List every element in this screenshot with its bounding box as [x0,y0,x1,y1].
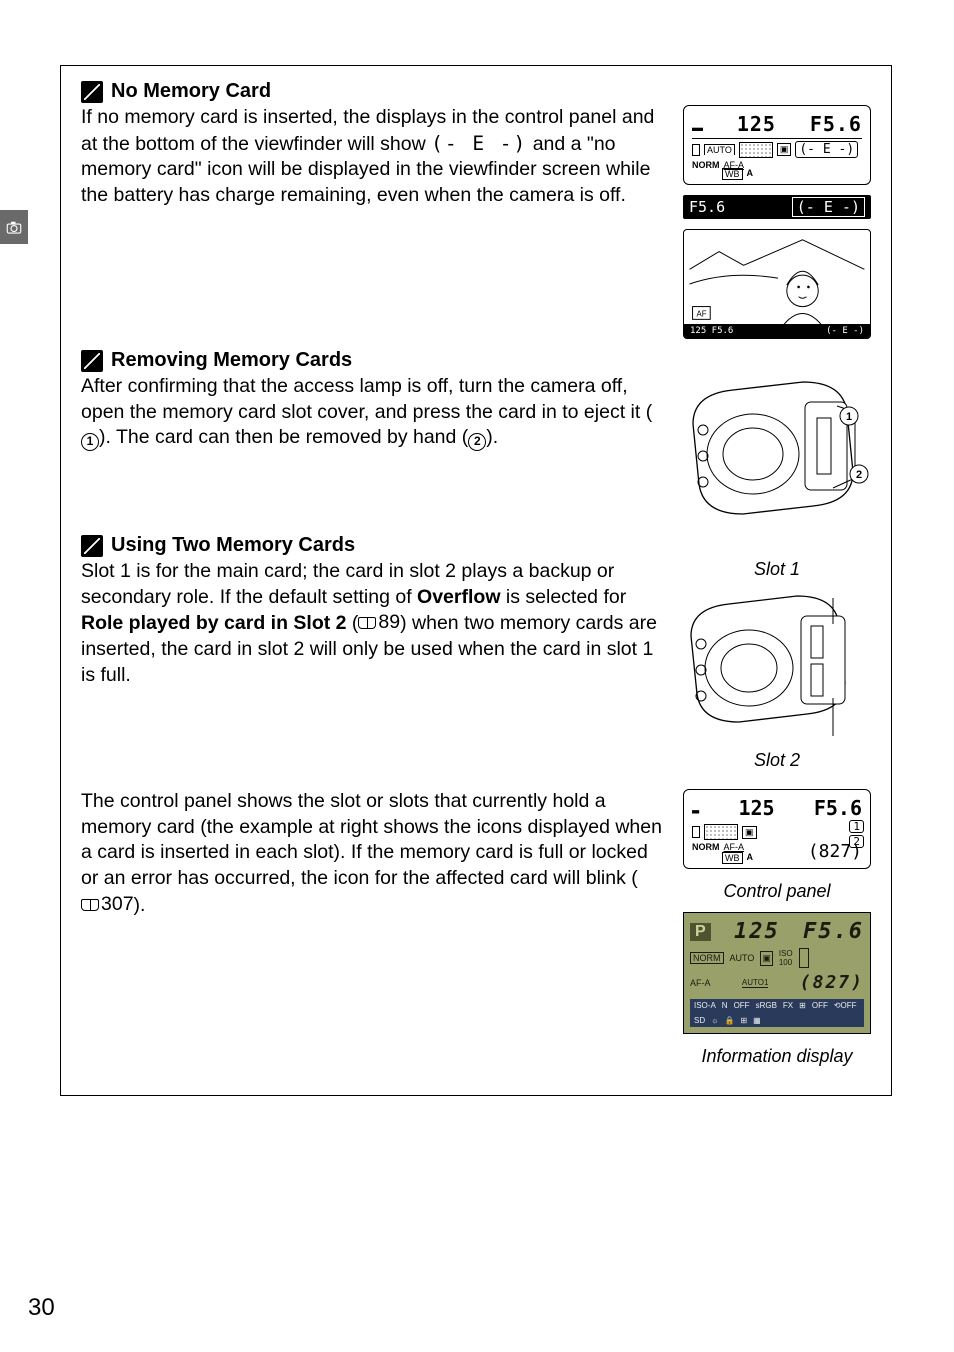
removing-figure: 1 2 [683,374,871,524]
frame-count: (- E -) [795,141,858,158]
wb-label: WB [722,168,743,180]
frame-count: (827) [808,841,862,862]
text: is selected for [500,586,626,608]
removing-body: After confirming that the access lamp is… [81,374,667,451]
page-frame: No Memory Card If no memory card is inse… [60,65,892,1096]
shutter-value: 125 [738,796,774,820]
aperture-value: F5.6 [814,796,862,820]
vf-scene-left: 125 F5.6 [690,326,733,336]
aperture-value: F5.6 [810,112,862,136]
step-1-marker: 1 [81,433,99,451]
auto-label: AUTO [704,144,735,155]
vf-aperture: F5.6 [689,198,725,216]
meter-icon: ▣ [777,143,792,156]
af-area-icon [739,142,773,158]
no-card-figures: ▬ 125 F5.6 AUTO ▣ (- E -) NORM AF-A [683,105,871,339]
section-title: No Memory Card [111,80,271,103]
text: The control panel shows the slot or slot… [81,790,662,889]
info-display-fig: P 125 F5.6 NORM AUTO ▣ ISO 100 [683,912,871,1034]
page-ref: 307 [101,892,134,918]
af-label: AF-A [724,842,745,852]
info-strip: ISO-ANOFFsRGBFX⊞ OFF⟲OFFSD☼🔒⊞▦ [690,999,864,1027]
slots-figure: Slot 1 Slot 2 [683,559,871,771]
page-ref: 89 [378,610,400,636]
quality-label: NORM [692,842,720,852]
section-no-memory-card: No Memory Card If no memory card is inse… [81,80,871,339]
camera-tab-icon [5,218,23,236]
note-icon [81,81,103,103]
section-removing-cards: Removing Memory Cards After confirming t… [81,349,871,524]
wb-a: A [747,852,754,864]
svg-text:AF: AF [696,309,706,318]
slot1-label: Slot 1 [683,559,871,580]
viewfinder-bar-fig: F5.6 (- E -) [683,195,871,219]
shutter-value: 125 [734,919,780,944]
page-ref-icon [358,617,376,629]
vf-scene-right: (- E -) [826,326,864,336]
two-cards-p1: Slot 1 is for the main card; the card in… [81,559,667,689]
control-panel-caption: Control panel [683,881,871,902]
page-ref-icon [81,899,99,911]
no-card-indicator: (- E -) [431,132,527,155]
card1-icon: 1 [849,820,864,833]
text: After confirming that the access lamp is… [81,375,652,423]
section-tab [0,210,28,244]
text: ). [134,894,146,916]
note-icon [81,535,103,557]
wb-label: WB [722,852,743,864]
af-label: AF-A [690,978,711,988]
meter-icon: ▣ [760,951,773,966]
svg-text:2: 2 [856,469,862,481]
camera-eject-drawing: 1 2 [683,374,871,524]
auto: AUTO [730,953,755,963]
meter-icon: ▣ [742,826,757,839]
overflow-term: Overflow [417,586,500,608]
vf-count: (- E -) [797,198,860,216]
info-display-caption: Information display [683,1046,871,1067]
text: ( [347,612,359,634]
control-panel-fig: ▬ 125 F5.6 AUTO ▣ (- E -) NORM AF-A [683,105,871,185]
control-panel-both-fig: ▬ 125 F5.6 1 2 ▣ NORM AF [683,789,871,869]
page-number: 30 [28,1294,55,1322]
camera-slots-drawing [683,590,871,740]
auto1: AUTO1 [742,978,769,988]
quality: NORM [690,952,724,964]
mode-label: P [690,923,711,941]
af-area-icon [704,824,738,840]
no-card-body: If no memory card is inserted, the displ… [81,105,667,209]
aperture-value: F5.6 [803,919,864,944]
scene-drawing: AF [684,230,870,338]
viewfinder-scene-fig: AF 125 F5.6 (- E -) [683,229,871,339]
svg-text:1: 1 [846,411,852,423]
slot2-label: Slot 2 [683,750,871,771]
two-cards-p2: The control panel shows the slot or slot… [81,789,667,919]
section-title: Using Two Memory Cards [111,534,355,557]
iso-value: 100 [779,958,792,967]
step-2-marker: 2 [468,433,486,451]
section-two-cards: Using Two Memory Cards Slot 1 is for the… [81,534,871,1067]
iso-label: ISO [779,949,793,958]
note-icon [81,350,103,372]
section-title: Removing Memory Cards [111,349,352,372]
text: ). [486,426,498,448]
frame-count: (827) [800,972,864,993]
wb-a: A [747,168,754,180]
text: ). The card can then be removed by hand … [99,426,468,448]
role-term: Role played by card in Slot 2 [81,612,347,634]
displays-figure: ▬ 125 F5.6 1 2 ▣ NORM AF [683,789,871,1067]
shutter-value: 125 [737,112,776,136]
